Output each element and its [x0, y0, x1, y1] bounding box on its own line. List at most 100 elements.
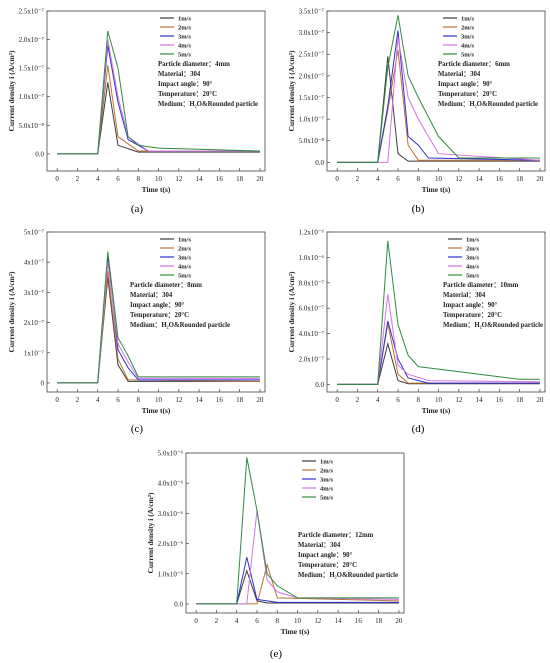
legend-label: 5m/s	[466, 273, 479, 280]
y-tick-label: 1.5x10⁻⁷	[19, 65, 45, 73]
series-line-5m/s	[337, 15, 540, 163]
info-line: Temperature：20°C	[158, 91, 217, 98]
legend-label: 3m/s	[178, 34, 191, 41]
x-tick-label: 10	[435, 396, 443, 404]
info-line: Impact angle：90°	[298, 552, 353, 559]
x-tick-label: 4	[235, 617, 239, 625]
chart-panel-3: 0 2 4 6 8 10 12 14 16 18 20 0 1x10⁻⁷ 2x10⁻⁷ 3x10⁻⁷ 4x10…	[7, 229, 266, 435]
y-axis-label: Current density i (A/cm²)	[7, 50, 16, 132]
series-line-2m/s	[337, 323, 540, 385]
info-line: Particle diameter：6mm	[438, 61, 510, 68]
legend-label: 1m/s	[178, 237, 191, 244]
info-line: Medium：H₂O&Rounded particle	[443, 322, 543, 329]
legend-label: 1m/s	[178, 16, 191, 23]
y-tick-label: 8.0x10⁻⁷	[299, 279, 325, 287]
x-axis-label: Time t(s)	[142, 185, 171, 194]
y-tick-label: 2.5x10⁻⁷	[299, 51, 325, 59]
y-tick-label: 4.0x10⁻⁷	[299, 330, 325, 338]
x-tick-label: 10	[155, 175, 163, 183]
chart-panel-5: 0 2 4 6 8 10 12 14 16 18 20 0.0 1.0x10⁻⁶ 2.0x10⁻⁶ 3.0x…	[146, 450, 405, 660]
legend-label: 3m/s	[320, 477, 333, 484]
y-tick-label: 5x10⁻⁷	[24, 229, 45, 237]
legend-label: 4m/s	[178, 43, 191, 50]
chart-panel-1: 0 2 4 6 8 10 12 14 16 18 20 0.0 5.0x10⁻⁸ 1.0x10⁻⁷ 1.5x…	[7, 8, 266, 215]
series-line-2m/s	[57, 65, 260, 155]
info-line: Medium：H₂O&Rounded particle	[130, 322, 230, 329]
x-tick-label: 10	[294, 617, 302, 625]
x-tick-label: 6	[396, 175, 400, 183]
x-tick-label: 20	[395, 617, 403, 625]
panel-caption: (c)	[131, 423, 144, 435]
series-line-4m/s	[337, 36, 540, 163]
y-tick-label: 2.0x10⁻⁷	[299, 355, 325, 363]
x-tick-label: 4	[96, 175, 100, 183]
series-line-5m/s	[337, 240, 540, 385]
x-tick-label: 0	[335, 396, 339, 404]
x-tick-label: 16	[216, 175, 224, 183]
x-tick-label: 14	[476, 396, 484, 404]
x-tick-label: 8	[276, 617, 280, 625]
x-tick-label: 0	[194, 617, 198, 625]
x-tick-label: 6	[116, 396, 120, 404]
info-line: Temperature：20°C	[438, 91, 497, 98]
info-line: Impact angle：90°	[438, 81, 493, 88]
y-axis-label: Current density i (A/cm²)	[287, 271, 296, 353]
chart-panel-2: 0 2 4 6 8 10 12 14 16 18 20 0.0 5.0x10⁻⁸ 1.0x10⁻⁷ 1.5x…	[287, 8, 546, 215]
x-tick-label: 12	[175, 396, 183, 404]
x-tick-label: 20	[256, 396, 264, 404]
y-tick-label: 5.0x10⁻⁸	[299, 137, 325, 145]
series-line-3m/s	[337, 30, 540, 163]
info-line: Material：304	[443, 292, 486, 299]
x-tick-label: 16	[496, 396, 504, 404]
y-axis-label: Current density i (A/cm²)	[146, 492, 155, 574]
y-tick-label: 4x10⁻⁷	[24, 259, 45, 267]
legend-label: 4m/s	[466, 264, 479, 271]
y-tick-label: 1x10⁻⁷	[24, 349, 45, 357]
legend-label: 3m/s	[178, 255, 191, 262]
legend-label: 2m/s	[178, 246, 191, 253]
y-tick-label: 4.0x10⁻⁶	[158, 480, 184, 488]
x-tick-label: 10	[155, 396, 163, 404]
x-tick-label: 0	[335, 175, 339, 183]
y-tick-label: 1.0x10⁻⁶	[158, 570, 184, 578]
info-line: Medium：H₂O&Rounded particle	[438, 101, 538, 108]
legend-label: 3m/s	[461, 34, 474, 41]
y-tick-label: 3.0x10⁻⁷	[299, 29, 325, 37]
legend-label: 1m/s	[466, 237, 479, 244]
legend-label: 4m/s	[178, 264, 191, 271]
x-tick-label: 12	[455, 175, 463, 183]
x-axis-label: Time t(s)	[281, 627, 310, 636]
x-tick-label: 6	[116, 175, 120, 183]
x-tick-label: 12	[175, 175, 183, 183]
x-tick-label: 8	[417, 175, 421, 183]
x-tick-label: 2	[76, 175, 80, 183]
panel-caption: (a)	[131, 203, 144, 215]
x-tick-label: 12	[455, 396, 463, 404]
x-tick-label: 20	[536, 396, 544, 404]
x-tick-label: 2	[215, 617, 219, 625]
series-line-5m/s	[57, 30, 260, 155]
x-tick-label: 16	[216, 396, 224, 404]
legend-label: 5m/s	[320, 495, 333, 502]
panel-caption: (e)	[270, 648, 283, 660]
y-tick-label: 1.2x10⁻⁶	[299, 229, 325, 237]
legend-label: 3m/s	[466, 255, 479, 262]
x-tick-label: 14	[476, 175, 484, 183]
x-tick-label: 4	[376, 175, 380, 183]
x-tick-label: 8	[137, 175, 141, 183]
legend-label: 2m/s	[178, 25, 191, 32]
y-axis-label: Current density i (A/cm²)	[287, 50, 296, 132]
legend-label: 5m/s	[178, 52, 191, 59]
x-tick-label: 20	[256, 175, 264, 183]
x-tick-label: 18	[375, 617, 383, 625]
x-tick-label: 18	[516, 175, 524, 183]
info-line: Particle diameter：8mm	[130, 282, 202, 289]
plot-frame	[326, 10, 546, 172]
legend-label: 5m/s	[178, 273, 191, 280]
chart-panel-4: 0 2 4 6 8 10 12 14 16 18 20 0.0 2.0x10⁻⁷ 4.0x10⁻⁷ 6.0x…	[287, 229, 546, 435]
plot-frame	[46, 231, 266, 393]
info-line: Particle diameter：10mm	[443, 282, 519, 289]
x-tick-label: 0	[55, 175, 59, 183]
info-line: Material：304	[298, 542, 341, 549]
